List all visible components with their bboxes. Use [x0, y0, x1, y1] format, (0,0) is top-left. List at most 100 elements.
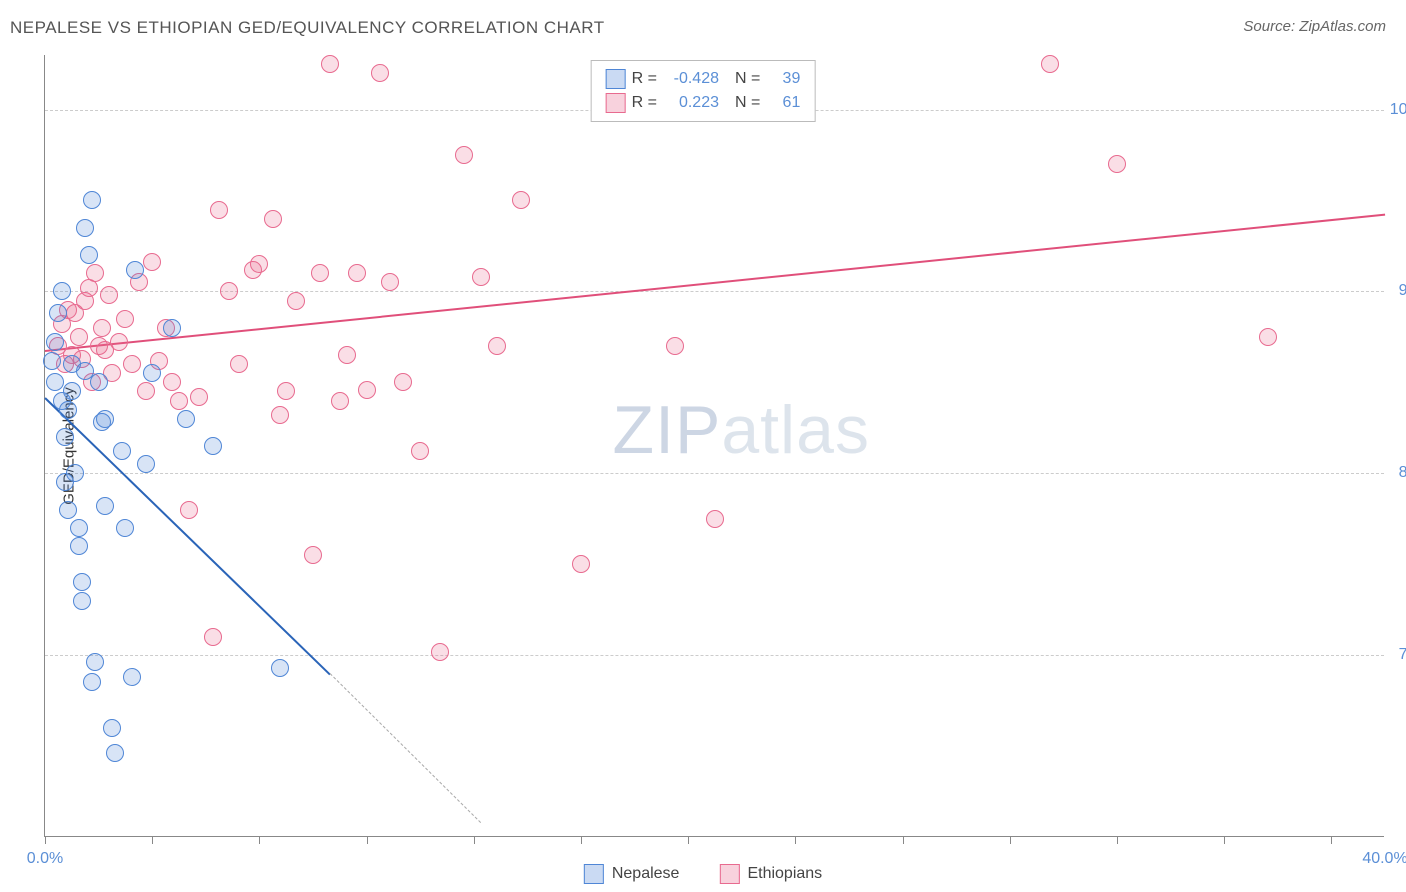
- swatch-nepalese: [606, 69, 626, 89]
- data-point: [170, 392, 188, 410]
- data-point: [73, 592, 91, 610]
- data-point: [100, 286, 118, 304]
- x-tick: [688, 836, 689, 844]
- data-point: [666, 337, 684, 355]
- data-point: [86, 653, 104, 671]
- data-point: [163, 373, 181, 391]
- x-tick: [1224, 836, 1225, 844]
- data-point: [53, 282, 71, 300]
- data-point: [66, 464, 84, 482]
- data-point: [304, 546, 322, 564]
- watermark: ZIPatlas: [613, 391, 870, 469]
- x-tick: [581, 836, 582, 844]
- data-point: [271, 406, 289, 424]
- data-point: [80, 246, 98, 264]
- swatch-ethiopians: [606, 93, 626, 113]
- data-point: [321, 55, 339, 73]
- data-point: [49, 304, 67, 322]
- y-tick-label: 100.0%: [1389, 101, 1406, 119]
- data-point: [190, 388, 208, 406]
- data-point: [86, 264, 104, 282]
- data-point: [358, 381, 376, 399]
- x-tick: [259, 836, 260, 844]
- data-point: [46, 373, 64, 391]
- data-point: [70, 519, 88, 537]
- data-point: [59, 401, 77, 419]
- data-point: [264, 210, 282, 228]
- chart-container: NEPALESE VS ETHIOPIAN GED/EQUIVALENCY CO…: [0, 0, 1406, 892]
- data-point: [230, 355, 248, 373]
- series-legend: Nepalese Ethiopians: [584, 864, 822, 884]
- data-point: [70, 537, 88, 555]
- data-point: [204, 628, 222, 646]
- data-point: [331, 392, 349, 410]
- data-point: [706, 510, 724, 528]
- data-point: [76, 219, 94, 237]
- legend-item-nepalese: Nepalese: [584, 864, 680, 884]
- watermark-atlas: atlas: [721, 392, 870, 468]
- data-point: [59, 501, 77, 519]
- data-point: [472, 268, 490, 286]
- data-point: [103, 719, 121, 737]
- r-value-nepalese: -0.428: [667, 70, 719, 88]
- trend-line: [45, 213, 1385, 352]
- data-point: [180, 501, 198, 519]
- data-point: [56, 428, 74, 446]
- trend-line: [44, 397, 330, 675]
- x-tick-label: 0.0%: [27, 850, 63, 868]
- data-point: [311, 264, 329, 282]
- data-point: [143, 364, 161, 382]
- gridline: [45, 655, 1384, 656]
- data-point: [83, 191, 101, 209]
- trend-line: [329, 673, 480, 823]
- legend-label-ethiopians: Ethiopians: [747, 865, 822, 883]
- data-point: [137, 382, 155, 400]
- data-point: [73, 573, 91, 591]
- data-point: [250, 255, 268, 273]
- data-point: [512, 191, 530, 209]
- data-point: [348, 264, 366, 282]
- x-tick: [1331, 836, 1332, 844]
- data-point: [93, 319, 111, 337]
- data-point: [96, 497, 114, 515]
- data-point: [113, 442, 131, 460]
- data-point: [70, 328, 88, 346]
- x-tick: [903, 836, 904, 844]
- y-tick-label: 70.0%: [1389, 646, 1406, 664]
- x-tick: [1117, 836, 1118, 844]
- data-point: [137, 455, 155, 473]
- source-attribution: Source: ZipAtlas.com: [1243, 18, 1386, 35]
- data-point: [1108, 155, 1126, 173]
- watermark-zip: ZIP: [613, 392, 722, 468]
- n-value-ethiopians: 61: [770, 94, 800, 112]
- y-tick-label: 90.0%: [1389, 282, 1406, 300]
- legend-label-nepalese: Nepalese: [612, 865, 680, 883]
- x-tick: [474, 836, 475, 844]
- n-label: N =: [735, 70, 760, 88]
- data-point: [63, 382, 81, 400]
- n-label-2: N =: [735, 94, 760, 112]
- data-point: [123, 668, 141, 686]
- swatch-ethiopians-bottom: [719, 864, 739, 884]
- n-value-nepalese: 39: [770, 70, 800, 88]
- correlation-legend: R = -0.428 N = 39 R = 0.223 N = 61: [591, 60, 816, 122]
- data-point: [116, 310, 134, 328]
- r-value-ethiopians: 0.223: [667, 94, 719, 112]
- x-tick: [45, 836, 46, 844]
- data-point: [210, 201, 228, 219]
- legend-item-ethiopians: Ethiopians: [719, 864, 822, 884]
- chart-title: NEPALESE VS ETHIOPIAN GED/EQUIVALENCY CO…: [10, 18, 605, 38]
- source-label: Source:: [1243, 18, 1299, 35]
- data-point: [90, 373, 108, 391]
- data-point: [110, 333, 128, 351]
- data-point: [1041, 55, 1059, 73]
- x-tick: [152, 836, 153, 844]
- data-point: [287, 292, 305, 310]
- data-point: [411, 442, 429, 460]
- data-point: [143, 253, 161, 271]
- data-point: [277, 382, 295, 400]
- swatch-nepalese-bottom: [584, 864, 604, 884]
- data-point: [46, 333, 64, 351]
- data-point: [83, 673, 101, 691]
- data-point: [394, 373, 412, 391]
